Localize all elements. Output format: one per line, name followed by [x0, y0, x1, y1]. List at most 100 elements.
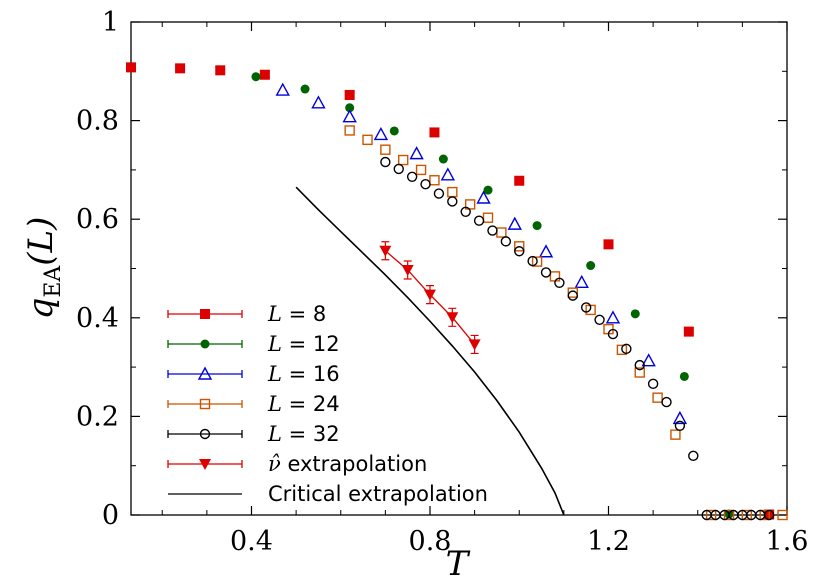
y-tick-label: 0.4 [76, 303, 119, 334]
data-point-series-1 [389, 126, 399, 136]
data-point-series-4 [527, 255, 538, 267]
data-point-series-3 [741, 509, 753, 521]
data-point-series-4 [688, 450, 699, 462]
data-point-series-2 [476, 190, 491, 204]
data-point-series-3 [616, 344, 628, 356]
error-bar [448, 307, 457, 327]
tick-labels: 0.4 0.8 1.2 1.6 0 0.2 0.4 0.6 0.8 1 [76, 7, 808, 557]
data-point-series-3 [759, 509, 770, 521]
x-tick-label: 0.8 [409, 526, 452, 557]
data-point-series-3 [398, 154, 409, 166]
data-point-series-0 [603, 239, 614, 250]
data-point-series-4 [393, 163, 404, 175]
data-point-series-4 [500, 236, 512, 247]
data-point-series-1 [483, 185, 493, 195]
plot-frame [130, 21, 788, 516]
data-point-series-3 [723, 509, 735, 521]
data-point-series-3 [464, 199, 476, 210]
data-point-series-1 [532, 221, 542, 231]
data-point-series-4 [621, 343, 632, 355]
data-point-series-3 [447, 186, 458, 198]
data-point-series-4 [647, 378, 659, 390]
data-point-series-4 [540, 267, 552, 278]
data-point-series-1 [251, 72, 261, 82]
data-point-series-4 [420, 178, 431, 190]
data-point-series-4 [514, 246, 525, 257]
y-axis-title-sub: EA [41, 265, 66, 298]
error-bar [425, 285, 434, 305]
x-tick-label: 1.2 [587, 526, 630, 557]
data-point-series-0 [514, 175, 525, 186]
data-point-series-3 [549, 271, 561, 282]
legend-marker [199, 428, 211, 440]
data-point-series-3 [670, 429, 681, 440]
legend-marker [200, 309, 210, 319]
data-point-series-3 [652, 392, 663, 403]
legend-marker [199, 398, 211, 410]
data-point-series-3 [429, 175, 440, 186]
legend-marker [200, 339, 210, 349]
data-point-series-3 [531, 256, 543, 267]
data-point-series-3 [514, 241, 525, 252]
data-point-series-1 [679, 371, 689, 381]
y-tick-label: 0.6 [76, 204, 119, 235]
y-tick-label: 0.2 [76, 401, 119, 432]
data-point-series-2 [440, 167, 456, 181]
data-point-series-2 [605, 310, 621, 324]
y-tick-label: 0 [102, 500, 119, 531]
data-point-series-4 [580, 302, 592, 313]
data-point-series-4 [487, 225, 498, 236]
data-point-series-3 [496, 227, 507, 238]
data-point-series-0 [175, 63, 186, 74]
data-point-series-0 [429, 127, 440, 138]
data-point-series-0 [344, 89, 355, 100]
data-point-series-2 [641, 353, 656, 367]
legend-label: Critical extrapolation [268, 482, 488, 506]
y-tick-label: 1 [102, 7, 119, 38]
data-point-series-1 [345, 103, 355, 113]
legend-label: L = 24 [267, 392, 340, 416]
data-point-series-3 [567, 287, 578, 298]
legend-label: L = 12 [267, 332, 340, 356]
data-point-series-2 [574, 274, 589, 289]
data-point-series-4 [567, 290, 578, 301]
error-bar [403, 260, 412, 280]
data-point-series-4 [554, 277, 565, 288]
error-bar [381, 241, 390, 261]
data-point-series-3 [380, 144, 391, 155]
data-point-series-3 [415, 164, 427, 176]
data-point-series-4 [594, 314, 605, 325]
data-point-series-0 [126, 62, 136, 73]
x-tick-label: 1.6 [766, 526, 809, 557]
y-axis-title-main: q [21, 298, 61, 320]
data-point-series-4 [763, 509, 775, 521]
legend-marker [199, 459, 211, 470]
legend: L = 8 L = 12 L = 16 L = 24 L = 32 ν̂ extrapol… [167, 302, 488, 506]
axis-ticks [131, 21, 788, 516]
data-point-series-2 [311, 95, 326, 109]
data-point-series-4 [380, 156, 391, 168]
data-point-series-4 [473, 215, 485, 226]
data-point-series-4 [661, 396, 672, 408]
data-point-series-3 [482, 212, 494, 223]
data-point-series-2 [373, 126, 389, 141]
series-line-6 [295, 186, 565, 516]
data-point-series-2 [409, 146, 424, 160]
data-point-series-1 [438, 154, 448, 164]
data-point-series-2 [275, 82, 290, 96]
data-point-series-3 [777, 509, 788, 521]
data-point-series-0 [259, 69, 270, 80]
legend-label: L = 32 [267, 422, 340, 446]
legend-label: ν̂ extrapolation [268, 452, 427, 476]
data-point-series-3 [634, 367, 645, 378]
legend-label: L = 8 [267, 302, 326, 326]
data-point-series-1 [586, 261, 596, 271]
data-point-series-4 [447, 196, 458, 207]
data-point-series-1 [300, 84, 310, 94]
series-markers [126, 62, 788, 521]
data-point-series-2 [672, 410, 688, 425]
data-point-series-4 [460, 206, 471, 218]
legend-marker [197, 366, 213, 380]
y-axis-title: qEA(L) [21, 217, 66, 320]
